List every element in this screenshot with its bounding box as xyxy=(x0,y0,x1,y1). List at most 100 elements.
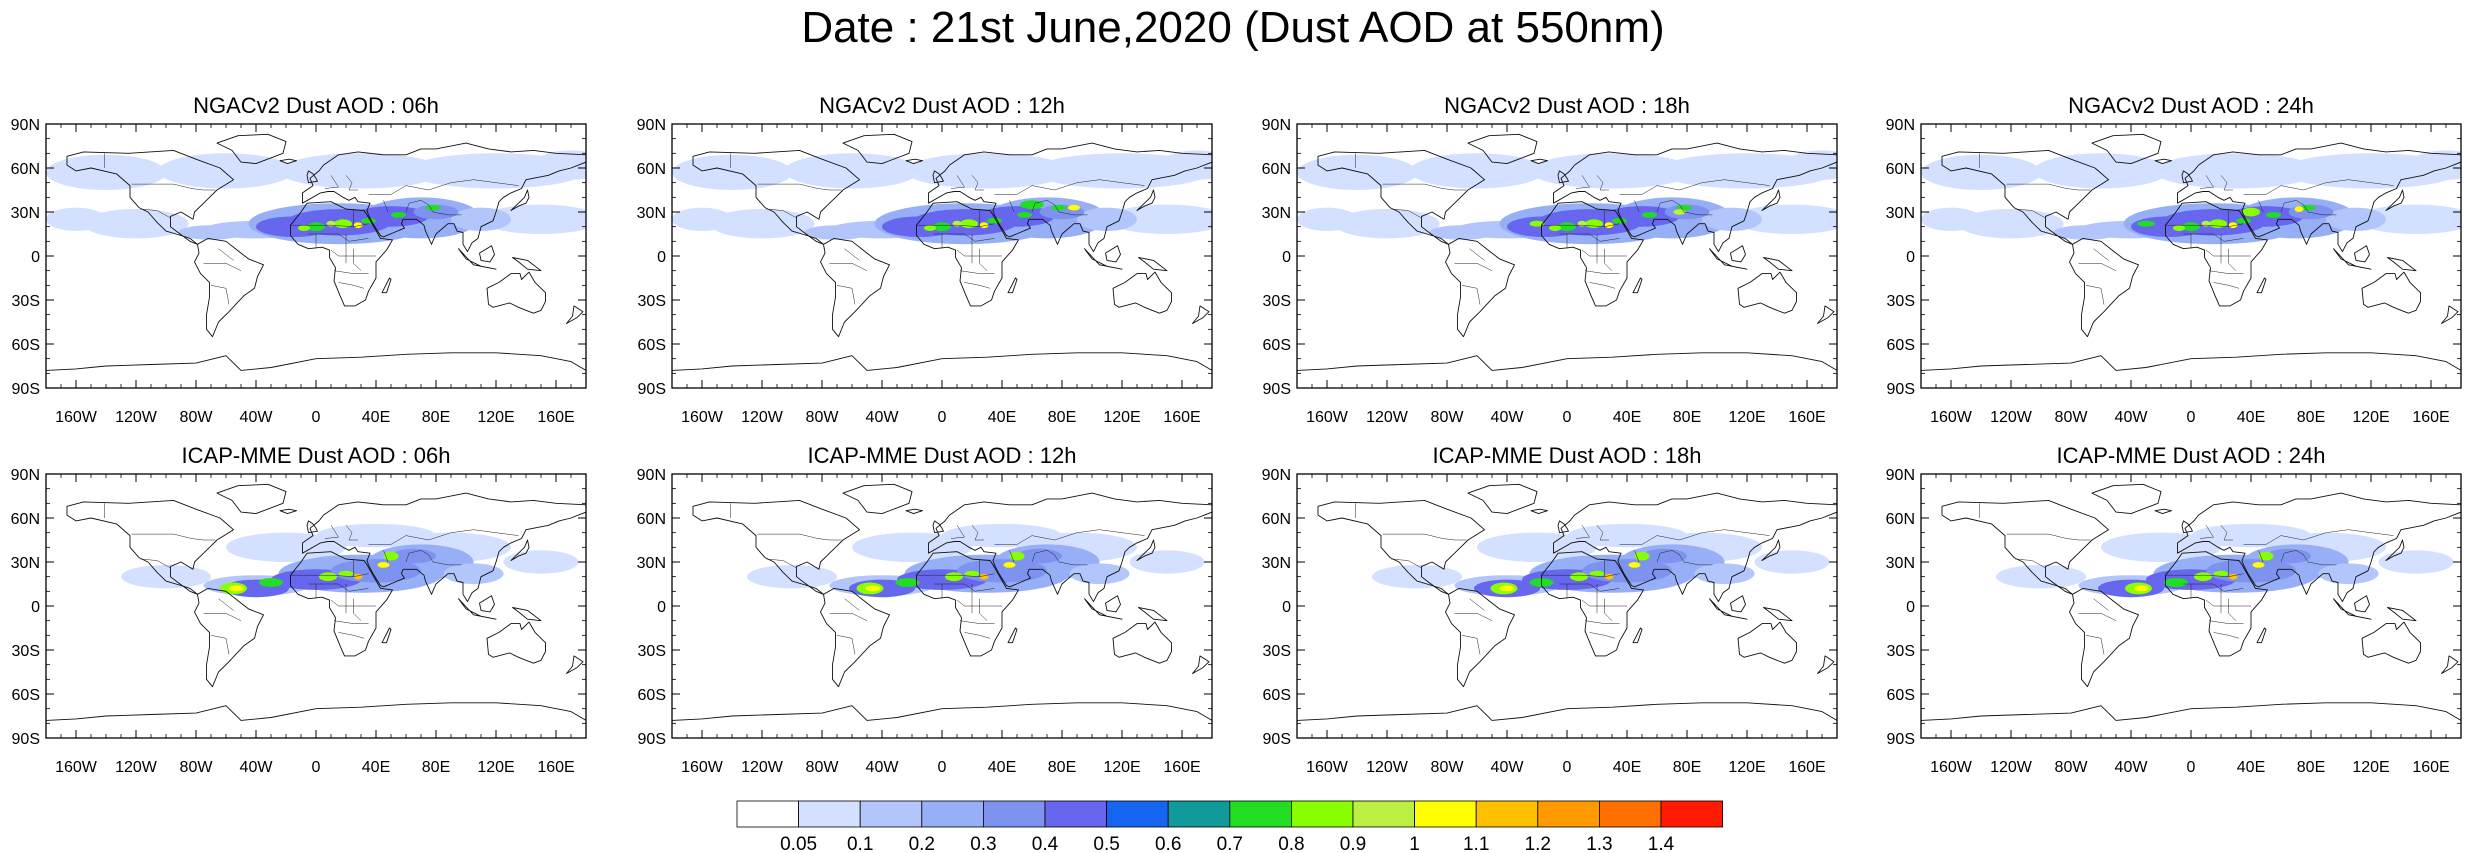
south-america-coastline xyxy=(820,237,890,338)
borneo-coastline xyxy=(479,245,495,263)
colorbar-swatch xyxy=(798,800,861,828)
lat-tick-label: 60N xyxy=(1886,161,1915,178)
dust-plume xyxy=(1612,217,1627,224)
country-border xyxy=(2165,573,2244,577)
dust-plume xyxy=(945,572,963,582)
australia-coastline xyxy=(1112,621,1172,664)
south-america-coastline xyxy=(820,587,890,688)
lon-tick-label: 40E xyxy=(988,409,1016,426)
country-border xyxy=(844,598,860,611)
dust-plume xyxy=(1673,209,1686,215)
lat-tick-label: 0 xyxy=(31,599,40,616)
country-border xyxy=(1461,285,1481,305)
dust-plume xyxy=(1297,154,1417,190)
lat-tick-label: 30S xyxy=(1887,293,1915,310)
iceland-coastline xyxy=(279,158,297,165)
country-border xyxy=(766,558,797,569)
dust-plume xyxy=(1129,550,1205,574)
dust-plume xyxy=(1077,207,1137,231)
country-border xyxy=(1541,573,1620,577)
lon-tick-label: 160W xyxy=(55,409,98,426)
country-border xyxy=(1454,613,1493,621)
lon-tick-label: 160W xyxy=(681,759,724,776)
dust-plume xyxy=(2326,207,2386,231)
greenland-coastline xyxy=(216,483,287,515)
lon-tick-label: 120W xyxy=(1990,759,2033,776)
south-america-coastline xyxy=(2069,237,2139,338)
country-border xyxy=(2205,249,2251,257)
country-border xyxy=(994,179,1145,195)
country-border xyxy=(353,248,362,271)
greenland-coastline xyxy=(1467,483,1538,515)
dust-plume xyxy=(1784,150,1837,180)
africa-coastline xyxy=(1541,551,1644,657)
dust-plume xyxy=(2252,562,2265,568)
country-border xyxy=(956,249,1002,257)
lat-tick-label: 90N xyxy=(1262,467,1291,484)
dust-plume xyxy=(1589,570,1605,577)
lat-tick-label: 90N xyxy=(1886,117,1915,134)
lon-tick-label: 80E xyxy=(2297,409,2325,426)
country-border xyxy=(324,525,339,539)
country-border xyxy=(1596,525,1609,541)
lat-tick-label: 90S xyxy=(12,731,40,748)
australia-coastline xyxy=(1737,271,1797,314)
country-border xyxy=(2213,282,2240,289)
country-border xyxy=(1619,179,1770,195)
lon-tick-label: 120W xyxy=(741,409,784,426)
country-border xyxy=(333,270,369,274)
colorbar-swatch xyxy=(982,800,1046,828)
lon-tick-label: 80E xyxy=(1048,759,1076,776)
country-border xyxy=(131,533,216,541)
dust-plume xyxy=(1754,550,1830,574)
lat-tick-label: 0 xyxy=(1282,599,1291,616)
dust-plume xyxy=(1634,551,1650,561)
country-border xyxy=(950,525,965,539)
lon-tick-label: 160E xyxy=(1788,409,1825,426)
map-panel: 90N 60N 30N 0 30S 60S 90S 160W 120W 80W 40W 0 40E 80E… xyxy=(637,467,1213,776)
dust-plume xyxy=(672,154,792,190)
country-border xyxy=(1469,598,1485,611)
dust-plume xyxy=(353,222,363,229)
country-border xyxy=(1382,183,1467,191)
new-zealand-coastline xyxy=(566,655,584,674)
map-background xyxy=(46,474,586,738)
dust-plume xyxy=(1604,573,1614,580)
madagascar-coastline xyxy=(1632,277,1643,294)
lon-tick-label: 120E xyxy=(477,759,514,776)
antarctica-coastline xyxy=(1297,702,1837,738)
borneo-coastline xyxy=(2354,245,2370,263)
country-border xyxy=(140,558,171,569)
lon-tick-label: 80W xyxy=(1431,409,1465,426)
dust-plume xyxy=(2134,585,2149,592)
country-border xyxy=(1589,282,1616,289)
lat-tick-label: 30S xyxy=(1887,643,1915,660)
lon-tick-label: 0 xyxy=(312,409,321,426)
colorbar-label: 0.2 xyxy=(909,834,935,852)
uk-coastline xyxy=(1557,520,1569,534)
australia-coastline xyxy=(1737,621,1797,664)
lon-tick-label: 120E xyxy=(1103,409,1140,426)
borneo-coastline xyxy=(2354,595,2370,613)
australia-coastline xyxy=(2361,271,2421,314)
dust-plume xyxy=(121,565,211,589)
colorbar-swatch xyxy=(1599,800,1662,828)
lat-tick-label: 0 xyxy=(657,599,666,616)
dust-plume xyxy=(158,153,294,189)
panel-title: NGACv2 Dust AOD : 18h xyxy=(1444,93,1690,118)
country-border xyxy=(1584,270,1620,274)
dust-plume xyxy=(987,217,1002,224)
country-border xyxy=(218,248,234,261)
lat-tick-label: 60N xyxy=(1886,511,1915,528)
country-border xyxy=(1009,550,1015,563)
uk-coastline xyxy=(2181,520,2193,534)
dust-plume xyxy=(226,532,346,562)
lat-tick-label: 0 xyxy=(1282,249,1291,266)
country-border xyxy=(2078,613,2117,621)
country-border xyxy=(1619,529,1770,545)
dust-plume xyxy=(1702,207,1762,231)
country-border xyxy=(757,183,842,191)
lat-tick-label: 0 xyxy=(1906,599,1915,616)
dust-plume xyxy=(413,204,459,220)
lat-tick-label: 60S xyxy=(12,337,40,354)
